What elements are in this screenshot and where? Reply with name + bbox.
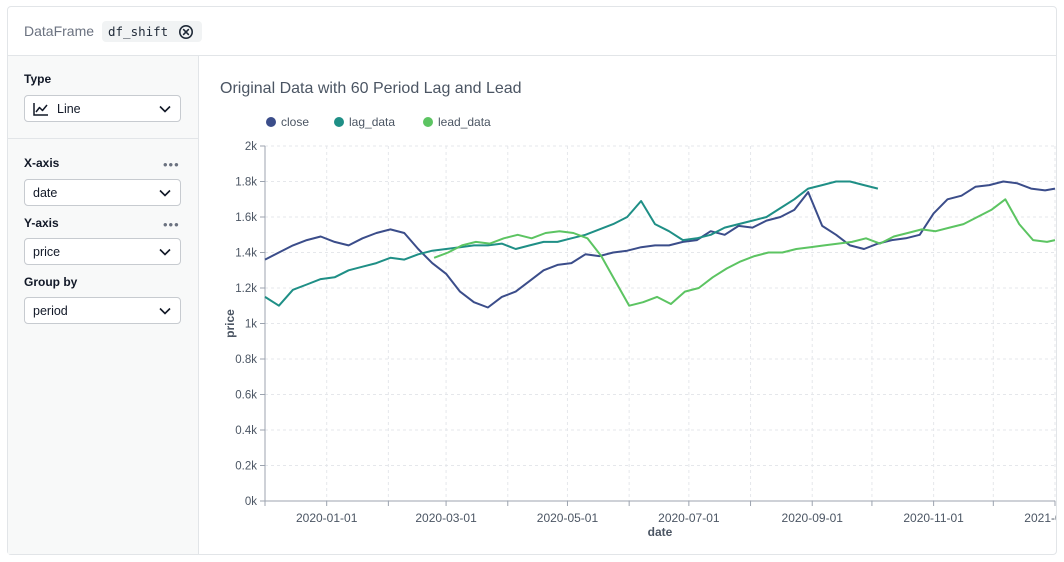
- y-axis-select[interactable]: price: [24, 238, 181, 265]
- dataframe-header: DataFrame df_shift: [8, 7, 1056, 56]
- x-axis-value: date: [33, 185, 58, 200]
- x-tick-label: 2020-03-01: [415, 511, 477, 525]
- sidebar-divider: [8, 138, 198, 139]
- dataframe-name: df_shift: [108, 24, 169, 39]
- x-axis-title: date: [648, 525, 673, 539]
- y-tick-label: 0k: [245, 496, 257, 508]
- y-tick-label: 1.6k: [235, 212, 257, 224]
- y-tick-label: 1.2k: [235, 283, 257, 295]
- x-tick-label: 2020-05-01: [537, 511, 599, 525]
- close-circle-icon[interactable]: [178, 24, 194, 40]
- legend-marker-lead_data: [423, 117, 433, 127]
- y-axis-more-icon[interactable]: •••: [163, 217, 180, 232]
- series-line-lag_data: [264, 180, 879, 307]
- series-line-lead_data: [433, 198, 1056, 307]
- group-by-label: Group by: [24, 275, 78, 289]
- chevron-down-icon: [159, 105, 171, 113]
- legend-label-lead_data: lead_data: [438, 115, 491, 129]
- x-axis-label: X-axis: [24, 156, 60, 170]
- chart-title: Original Data with 60 Period Lag and Lea…: [220, 80, 522, 97]
- x-axis-select[interactable]: date: [24, 179, 181, 206]
- line-chart-icon: [33, 102, 48, 116]
- legend-marker-lag_data: [334, 117, 344, 127]
- x-tick-label: 2021-01-01: [1024, 511, 1056, 525]
- y-tick-label: 1k: [245, 319, 257, 331]
- y-axis-label: Y-axis: [24, 216, 59, 230]
- chevron-down-icon: [159, 248, 171, 256]
- series-line-close: [264, 180, 1056, 309]
- x-axis-more-icon[interactable]: •••: [163, 157, 180, 172]
- legend-label-close: close: [281, 115, 309, 129]
- y-axis-title: price: [223, 309, 237, 338]
- chevron-down-icon: [159, 307, 171, 315]
- x-tick-label: 2020-01-01: [296, 511, 358, 525]
- legend-label-lag_data: lag_data: [349, 115, 395, 129]
- x-tick-label: 2020-09-01: [782, 511, 844, 525]
- type-label: Type: [24, 72, 52, 86]
- chart-type-value: Line: [57, 101, 81, 116]
- chevron-down-icon: [159, 189, 171, 197]
- y-tick-label: 0.8k: [235, 354, 257, 366]
- y-tick-label: 2k: [245, 141, 257, 153]
- y-tick-label: 1.8k: [235, 177, 257, 189]
- y-tick-label: 0.6k: [235, 390, 257, 402]
- chart-config-sidebar: Type Line X-axis ••• date Y-axis ••• pri…: [8, 56, 199, 554]
- y-tick-label: 1.4k: [235, 248, 257, 260]
- line-chart: Original Data with 60 Period Lag and Lea…: [220, 80, 1056, 539]
- legend-marker-close: [266, 117, 276, 127]
- y-tick-label: 0.2k: [235, 461, 257, 473]
- dataframe-label: DataFrame: [24, 23, 95, 39]
- x-tick-label: 2020-11-01: [903, 511, 964, 525]
- x-tick-label: 2020-07-01: [658, 511, 720, 525]
- chart-type-select[interactable]: Line: [24, 95, 181, 122]
- group-by-value: period: [33, 303, 68, 318]
- dataframe-chip[interactable]: df_shift: [102, 21, 203, 42]
- y-axis-value: price: [33, 244, 61, 259]
- y-tick-label: 0.4k: [235, 425, 257, 437]
- group-by-select[interactable]: period: [24, 297, 181, 324]
- chart-panel: DataFrame df_shift Type Line X-axis ••• …: [7, 6, 1057, 555]
